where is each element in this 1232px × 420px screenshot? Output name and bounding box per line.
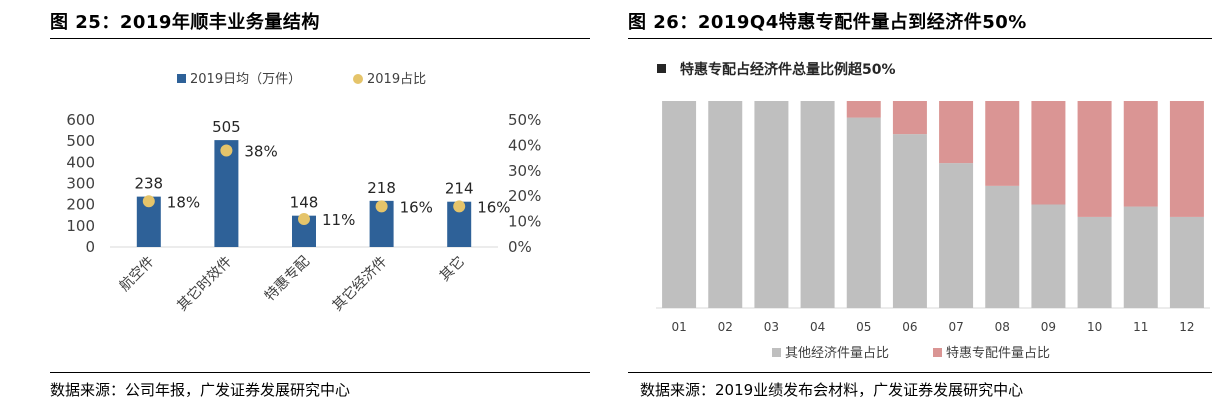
legend-label: 2019占比 [367, 72, 426, 87]
x-category-label: 06 [902, 320, 917, 334]
x-category-label: 01 [671, 320, 686, 334]
x-category-label: 11 [1133, 320, 1148, 334]
share-value-label: 38% [244, 142, 277, 160]
figure-26-source: 数据来源：2019业绩发布会材料，广发证券发展研究中心 [640, 381, 1024, 399]
title-rule [50, 38, 590, 39]
special-delivery-segment [1169, 101, 1204, 217]
chart-title: 特惠专配占经济件总量比例超50% [680, 61, 896, 78]
other-economy-segment [662, 101, 697, 308]
x-category-label: 07 [948, 320, 963, 334]
x-category-label: 其它 [436, 253, 468, 285]
y-tick-label-left: 600 [66, 111, 95, 129]
x-category-label: 05 [856, 320, 871, 334]
other-economy-segment [1169, 216, 1204, 308]
bar-value-label: 238 [134, 175, 163, 193]
y-tick-label-right: 20% [508, 187, 541, 205]
other-economy-segment [846, 117, 881, 308]
legend-label: 特惠专配件量占比 [946, 346, 1050, 361]
special-delivery-segment [892, 101, 927, 135]
y-tick-label-right: 50% [508, 111, 541, 129]
share-value-label: 16% [477, 198, 510, 216]
share-dot [298, 213, 310, 226]
legend-swatch-special [933, 348, 942, 357]
special-delivery-segment [1123, 101, 1158, 207]
right-figure-panel: 图 26：2019Q4特惠专配件量占到经济件50% 特惠专配占经济件总量比例超5… [620, 0, 1232, 420]
x-category-label: 08 [995, 320, 1010, 334]
other-economy-segment [1031, 204, 1066, 308]
other-economy-segment [1123, 206, 1158, 308]
other-economy-segment [754, 101, 789, 308]
x-category-label: 04 [810, 320, 825, 334]
share-dot [375, 200, 388, 213]
legend: 其他经济件量占比 特惠专配件量占比 [772, 346, 1050, 361]
y-tick-label-left: 500 [66, 132, 95, 150]
bar-value-label: 218 [367, 179, 396, 197]
title-rule [628, 38, 1212, 39]
x-category-label: 10 [1087, 320, 1102, 334]
share-value-label: 16% [400, 198, 433, 216]
source-rule [628, 372, 1212, 373]
other-economy-segment [985, 185, 1020, 308]
y-tick-label-left: 0 [85, 238, 95, 256]
share-value-label: 11% [322, 211, 355, 229]
bar [214, 140, 239, 247]
other-economy-segment [1077, 216, 1112, 308]
x-category-label: 其它时效件 [174, 253, 236, 315]
legend-dot-swatch [353, 74, 363, 84]
other-economy-segment [939, 163, 974, 308]
x-category-label: 12 [1179, 320, 1194, 334]
x-category-label: 03 [764, 320, 779, 334]
y-tick-label-right: 30% [508, 162, 541, 180]
special-delivery-share-chart: 特惠专配占经济件总量比例超50% 01 02 03 04 05 06 07 08 09 10 11 12… [656, 61, 1210, 361]
bar-value-label: 148 [290, 194, 319, 212]
special-delivery-segment [1031, 101, 1066, 205]
y-tick-label-left: 300 [66, 175, 95, 193]
figure-25-title: 图 25：2019年顺丰业务量结构 [50, 12, 320, 33]
y-tick-label-left: 200 [66, 196, 95, 214]
legend-label: 2019日均（万件） [190, 72, 301, 87]
figure-26-title: 图 26：2019Q4特惠专配件量占到经济件50% [628, 12, 1027, 33]
bar-value-label: 505 [212, 118, 241, 136]
y-tick-label-left: 100 [66, 217, 95, 235]
share-dot [142, 195, 155, 208]
figure-25-source: 数据来源：公司年报，广发证券发展研究中心 [50, 381, 351, 399]
special-delivery-segment [1077, 101, 1112, 217]
x-category-label: 09 [1041, 320, 1056, 334]
bar-value-label: 214 [445, 180, 474, 198]
source-rule [50, 372, 590, 373]
y-tick-label-left: 400 [66, 153, 95, 171]
other-economy-segment [892, 134, 927, 308]
legend: 2019日均（万件） 2019占比 [177, 72, 426, 87]
share-dot [453, 200, 466, 213]
legend-bar-swatch [177, 74, 186, 83]
x-category-label: 其它经济件 [329, 253, 391, 315]
left-figure-panel: 图 25：2019年顺丰业务量结构 2019日均（万件） 2019占比 0 100 20… [0, 0, 600, 420]
legend-swatch-other [772, 348, 781, 357]
y-tick-label-right: 10% [508, 213, 541, 231]
other-economy-segment [708, 101, 743, 308]
other-economy-segment [800, 101, 835, 308]
business-volume-chart: 2019日均（万件） 2019占比 0 100 200 300 400 500 600 0% 10%… [66, 72, 541, 315]
y-tick-label-right: 40% [508, 136, 541, 154]
x-category-label: 特惠专配 [262, 254, 313, 305]
special-delivery-segment [985, 101, 1020, 186]
special-delivery-segment [846, 101, 881, 118]
share-value-label: 18% [167, 193, 200, 211]
special-delivery-segment [939, 101, 974, 164]
x-category-label: 航空件 [117, 254, 158, 295]
x-category-label: 02 [718, 320, 733, 334]
legend-label: 其他经济件量占比 [785, 346, 889, 361]
y-tick-label-right: 0% [508, 238, 532, 256]
title-marker [657, 64, 666, 73]
share-dot [220, 144, 233, 157]
